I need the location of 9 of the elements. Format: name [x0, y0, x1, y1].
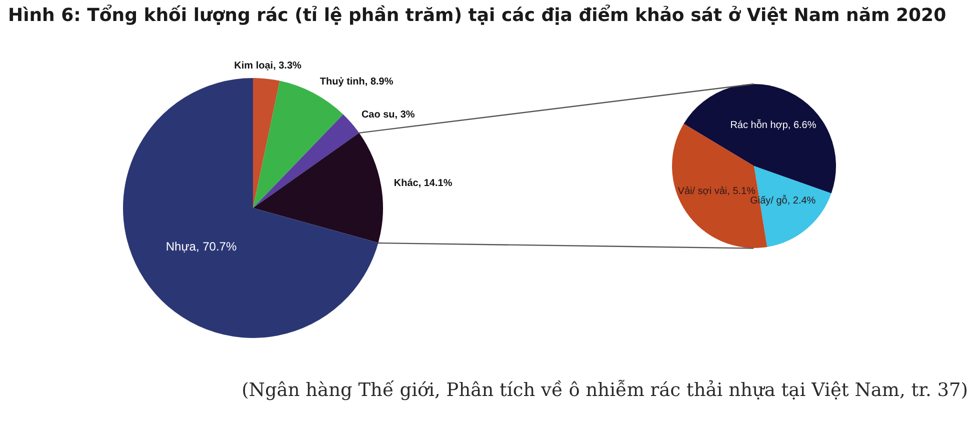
- text: (Ngân hàng Thế giới, Phân tích về ô nhiễm rác thải nhựa tại Việt Nam, tr. 37): [242, 380, 968, 401]
- slice-label: Thuỷ tinh, 8.9%: [320, 76, 394, 88]
- chart-title: Hình 6: Tổng khối lượng rác (tỉ lệ phần trăm) tại các địa điểm khảo sát ở Việt Nam năm 2020: [8, 5, 946, 26]
- slice-label: Nhựa, 70.7%: [166, 240, 237, 254]
- slice-label: Cao su, 3%: [361, 109, 415, 120]
- slice-label: Vải/ sợi vải, 5.1%: [678, 186, 756, 197]
- slice-label: Rác hỗn hợp, 6.6%: [730, 118, 816, 131]
- slice-label: Kim loại, 3.3%: [234, 60, 302, 72]
- slice-label: Khác, 14.1%: [394, 178, 452, 190]
